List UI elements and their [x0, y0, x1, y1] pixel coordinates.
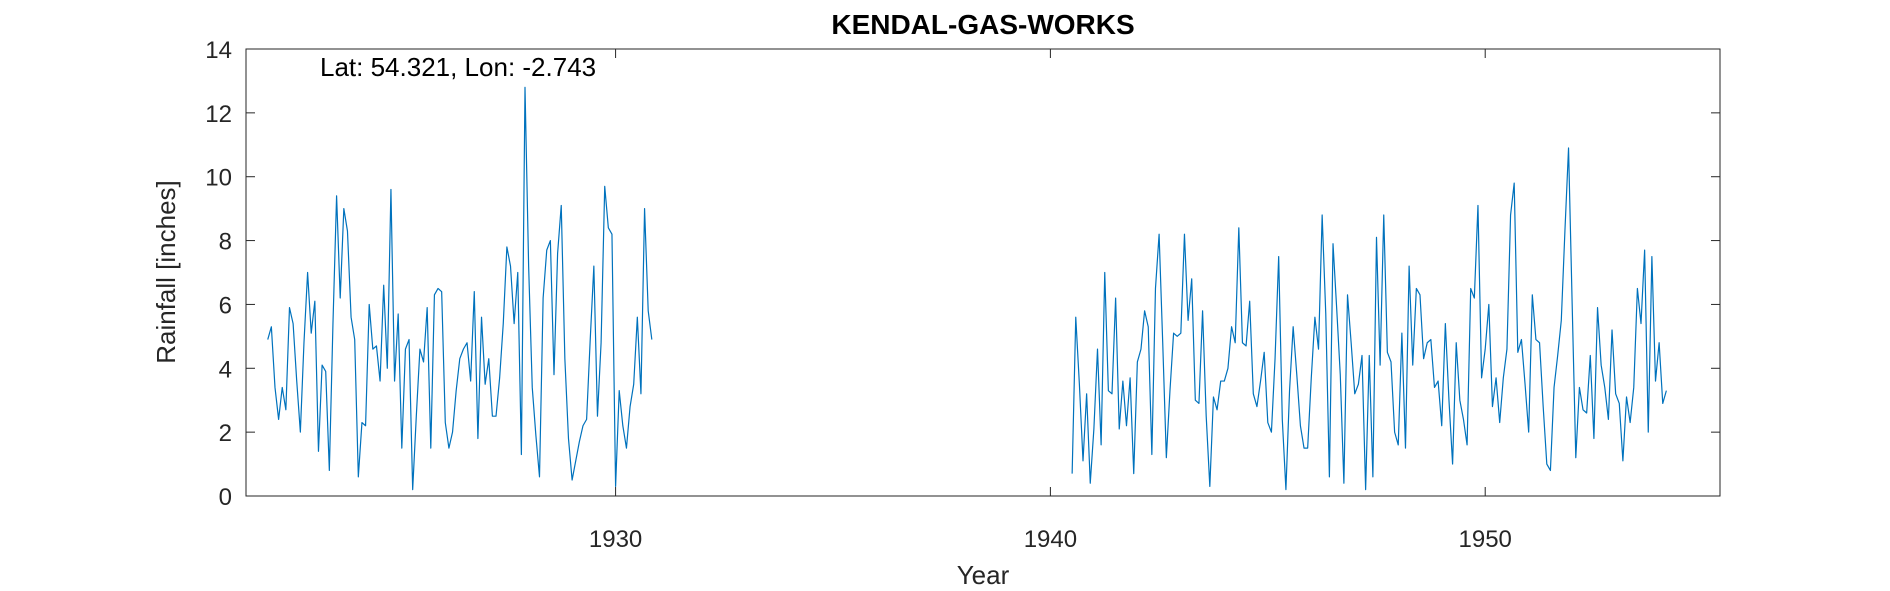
y-tick-label: 4	[219, 356, 232, 383]
data-series	[267, 86, 1667, 491]
x-tick-label: 1930	[589, 526, 642, 553]
x-tick-label: 1940	[1024, 526, 1077, 553]
plot-area	[245, 48, 1721, 497]
axis-tick-labels: 0 2 4 6 8 10 12 14 1930 1940 1950	[205, 37, 1512, 553]
rainfall-series-line-2	[1071, 147, 1667, 491]
x-axis-label: Year	[957, 560, 1010, 590]
y-tick-label: 2	[219, 420, 232, 447]
chart-title: KENDAL-GAS-WORKS	[831, 9, 1134, 40]
x-tick-label: 1950	[1459, 526, 1512, 553]
rainfall-series-line-1	[267, 86, 653, 491]
y-tick-label: 6	[219, 292, 232, 319]
y-tick-label: 14	[205, 37, 232, 64]
y-axis-label: Rainfall [inches]	[151, 180, 181, 364]
axis-ticks	[246, 48, 1720, 497]
y-tick-label: 0	[219, 484, 232, 511]
y-tick-label: 8	[219, 229, 232, 256]
y-tick-label: 12	[205, 101, 232, 128]
location-annotation: Lat: 54.321, Lon: -2.743	[320, 52, 596, 82]
y-tick-label: 10	[205, 165, 232, 192]
